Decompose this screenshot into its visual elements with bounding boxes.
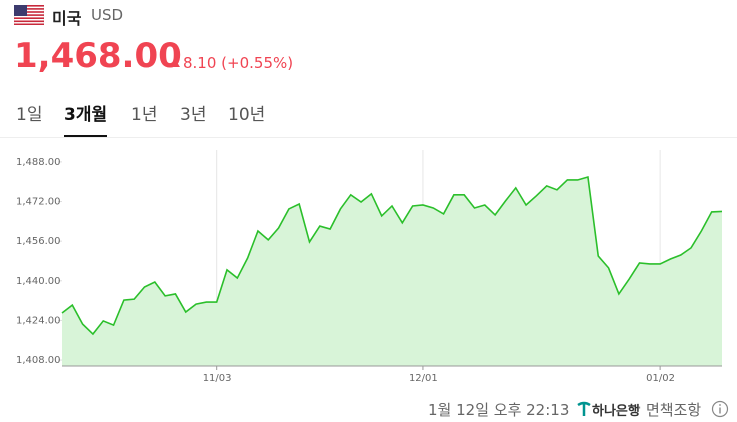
currency: USD xyxy=(91,6,124,24)
bank: 하나은행 xyxy=(592,404,640,419)
disclaimer[interactable]: 면책조항 xyxy=(646,401,702,419)
y-tick-label: 1,440.00 xyxy=(16,276,61,287)
x-tick-label: 12/01 xyxy=(409,373,438,384)
y-tick-label: 1,488.00 xyxy=(16,157,61,168)
info-icon[interactable] xyxy=(711,400,729,418)
line xyxy=(61,175,723,336)
price: 1,468.00 xyxy=(14,36,182,76)
y-tick-label: 1,472.00 xyxy=(16,197,61,208)
y-tick-label: 1,408.00 xyxy=(16,355,61,366)
up-arrow xyxy=(170,59,180,67)
tab[interactable]: 10년 xyxy=(228,105,266,125)
chart: 11/03 12/01 01/02 1,408.00 1,424.00 1,440.00 1… xyxy=(16,150,723,384)
y-tick-label: 1,424.00 xyxy=(16,315,61,326)
bank-logo xyxy=(577,401,591,416)
divider xyxy=(0,137,737,138)
us-flag xyxy=(14,5,44,25)
x-tick-label: 01/02 xyxy=(646,373,675,384)
country: 미국 xyxy=(52,9,82,28)
tab[interactable]: 1년 xyxy=(131,105,158,125)
y-tick-label: 1,456.00 xyxy=(16,236,61,247)
change: 8.10 (+0.55%) xyxy=(183,54,294,72)
separator: · xyxy=(637,399,642,417)
timestamp: 1월 12일 오후 22:13 xyxy=(428,401,570,419)
x-tick-label: 11/03 xyxy=(203,373,232,384)
tab[interactable]: 3년 xyxy=(180,105,207,125)
tab[interactable]: 3개월 xyxy=(64,100,108,137)
tab[interactable]: 1일 xyxy=(16,105,43,125)
area xyxy=(62,177,722,366)
